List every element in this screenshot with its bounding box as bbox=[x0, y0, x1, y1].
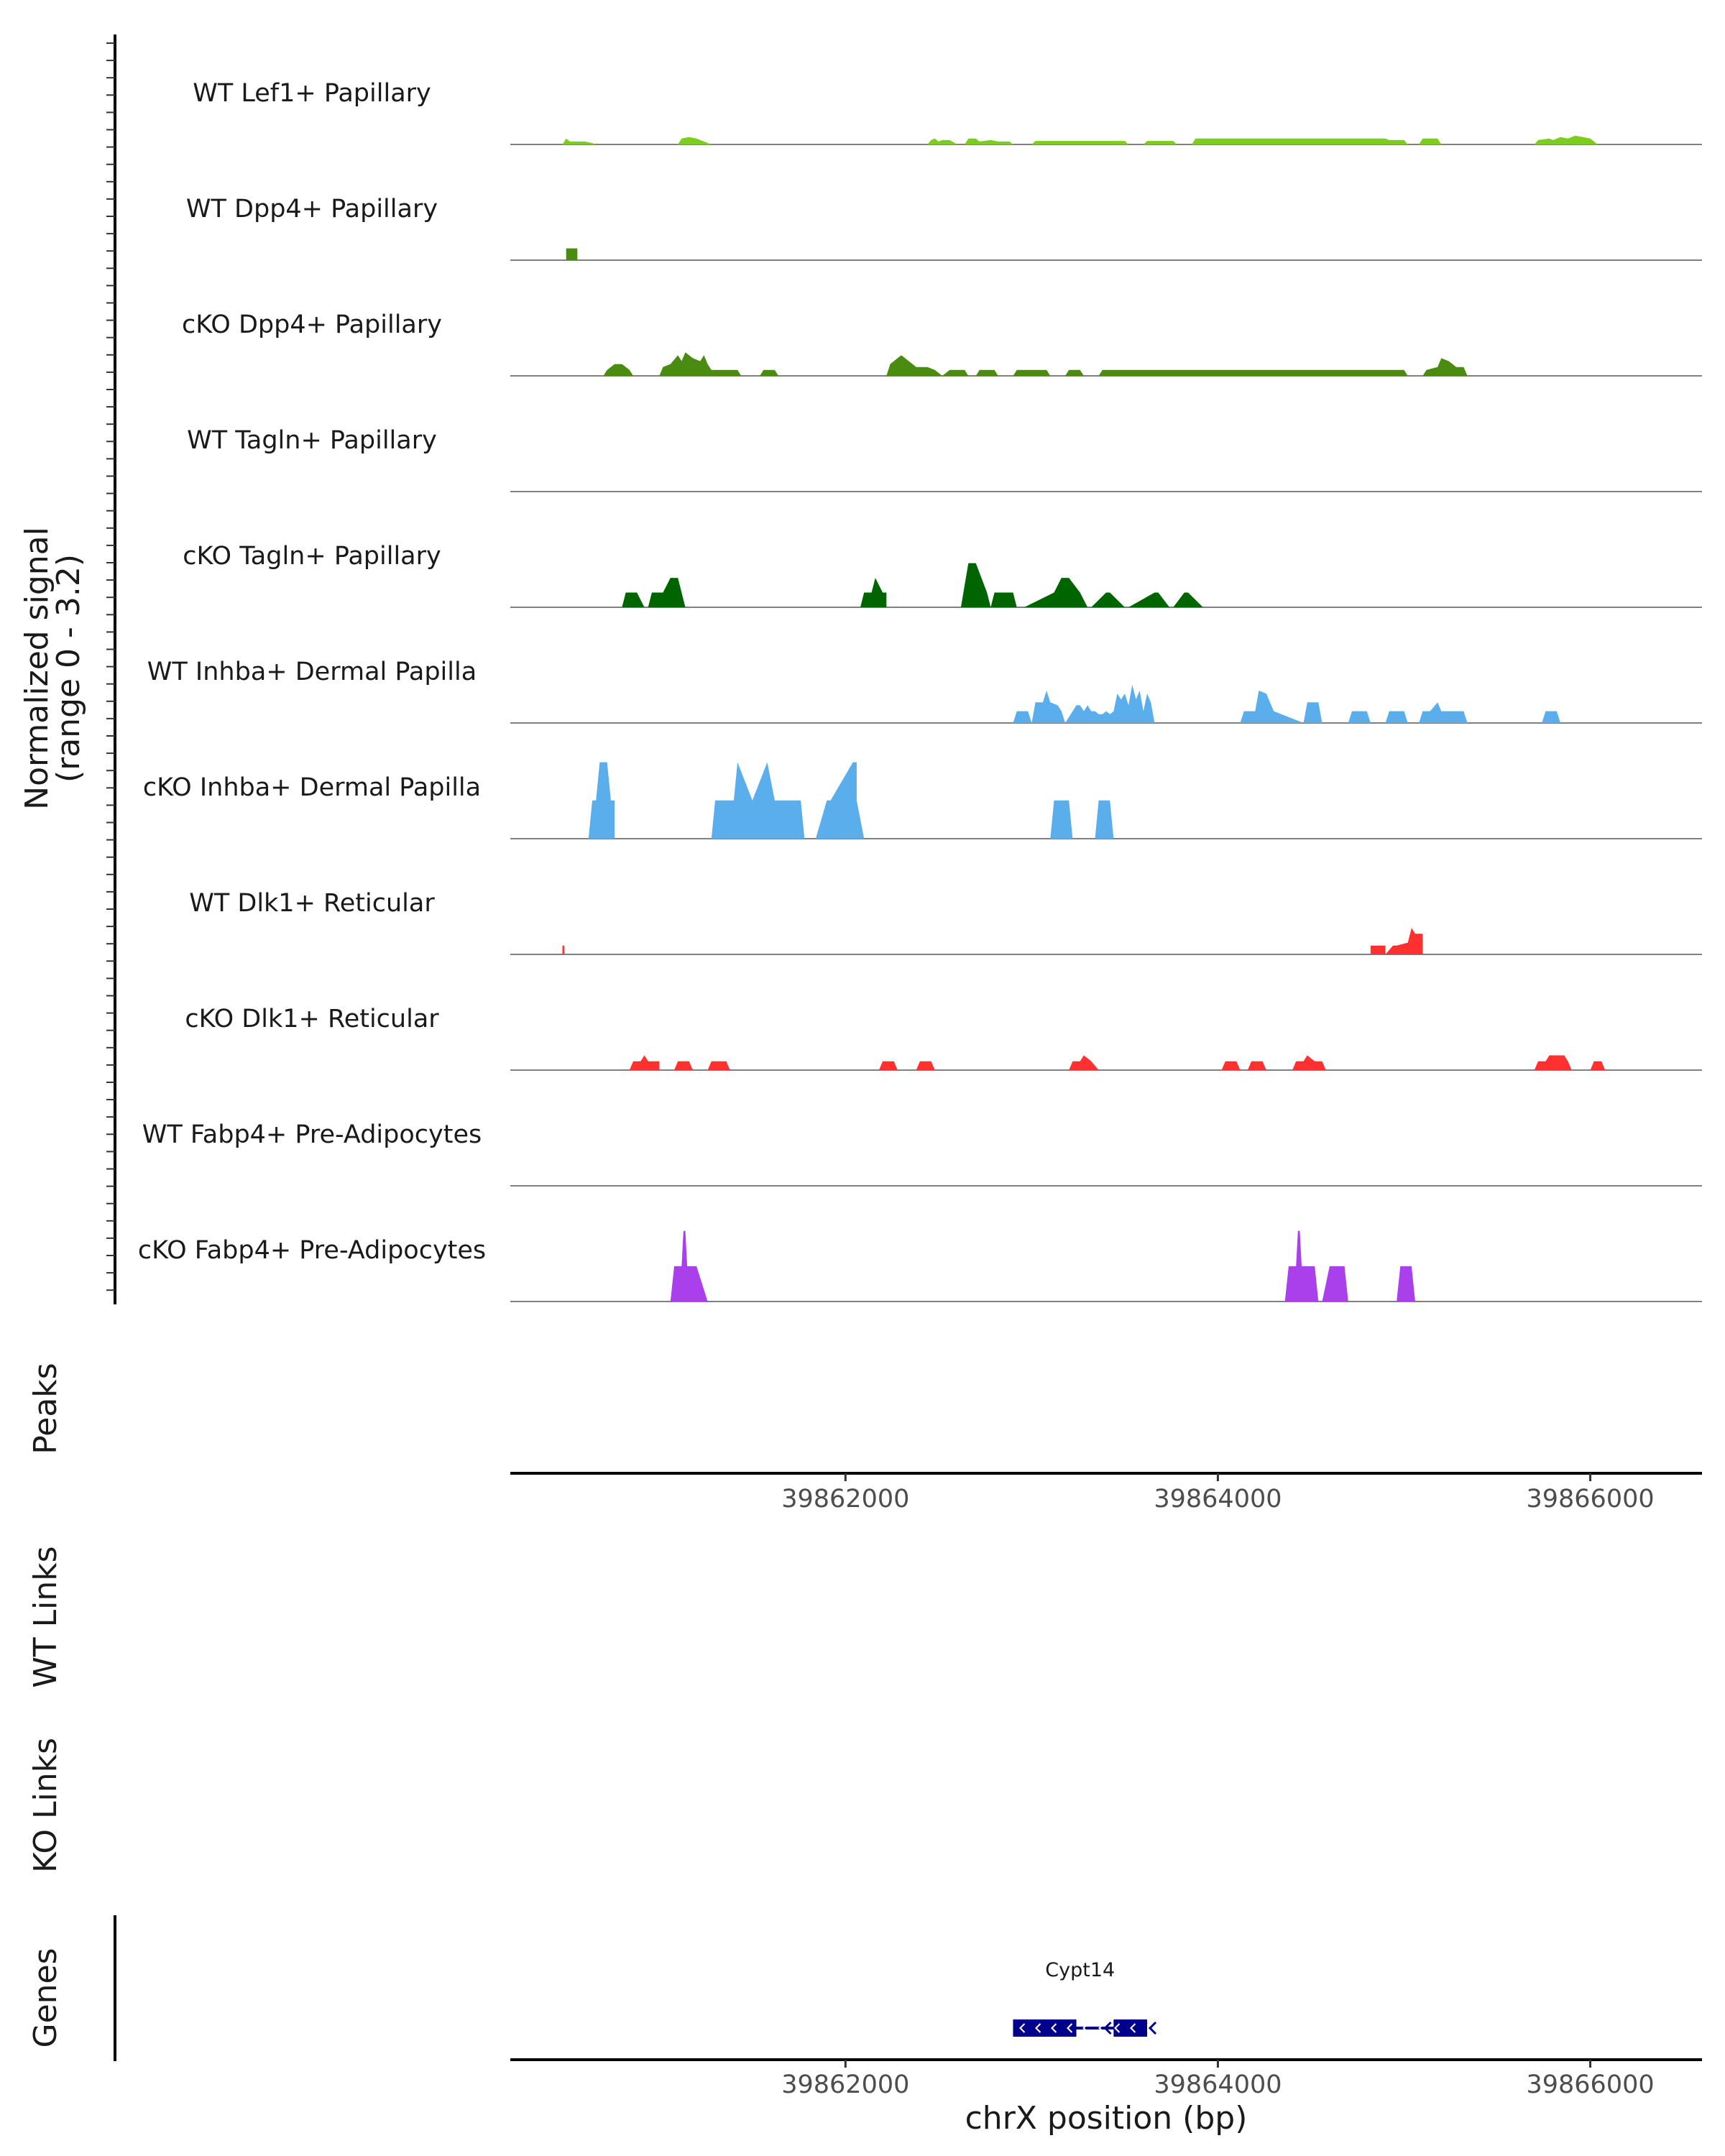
bottom-x-axis-ticks: 39862000 39864000 39866000 bbox=[781, 2060, 1655, 2099]
coverage-tracks: WT Lef1+ Papillary WT Dpp4+ Papillary cKO … bbox=[138, 79, 1702, 1302]
coverage-area bbox=[622, 563, 1207, 607]
strand-arrow bbox=[1051, 2023, 1057, 2033]
signal-y-axis-ticks bbox=[106, 42, 115, 1291]
coverage-area bbox=[588, 762, 1114, 839]
x-tick-label: 39862000 bbox=[781, 2070, 909, 2099]
coverage-area bbox=[603, 352, 1468, 376]
track-label: WT Lef1+ Papillary bbox=[193, 79, 431, 108]
coverage-area bbox=[562, 135, 1598, 144]
track-cko-fabp4-pre-adipocytes: cKO Fabp4+ Pre-Adipocytes bbox=[138, 1230, 1702, 1302]
track-cko-dlk1-reticular: cKO Dlk1+ Reticular bbox=[185, 1005, 1702, 1071]
track-wt-fabp4-pre-adipocytes: WT Fabp4+ Pre-Adipocytes bbox=[142, 1120, 1702, 1187]
genes-panel-label: Genes bbox=[27, 1948, 64, 2047]
gene-track: Cypt14 bbox=[1013, 1959, 1157, 2037]
peaks-panel-label: Peaks bbox=[27, 1363, 64, 1454]
track-label: WT Dlk1+ Reticular bbox=[189, 889, 435, 918]
track-label: WT Inhba+ Dermal Papilla bbox=[147, 658, 477, 686]
track-label: WT Dpp4+ Papillary bbox=[186, 195, 438, 224]
track-wt-inhba-dermal-papilla: WT Inhba+ Dermal Papilla bbox=[147, 658, 1702, 724]
y-axis-title-line2: (range 0 - 3.2) bbox=[50, 554, 87, 783]
y-axis-title: Normalized signal (range 0 - 3.2) bbox=[19, 527, 87, 810]
strand-arrow bbox=[1098, 2023, 1105, 2033]
track-wt-dpp4-papillary: WT Dpp4+ Papillary bbox=[186, 195, 1702, 261]
strand-arrow bbox=[1019, 2023, 1026, 2033]
gene-cypt14: Cypt14 bbox=[1013, 1959, 1157, 2037]
x-tick-label: 39864000 bbox=[1154, 2070, 1282, 2099]
track-cko-dpp4-papillary: cKO Dpp4+ Papillary bbox=[182, 310, 1702, 377]
x-tick-label: 39862000 bbox=[781, 1485, 909, 1514]
coverage-area bbox=[566, 248, 578, 260]
coverage-area bbox=[629, 1055, 1606, 1070]
intron-strand-arrow bbox=[1148, 2021, 1157, 2035]
track-cko-tagln-papillary: cKO Tagln+ Papillary bbox=[183, 542, 1702, 608]
intron-strand-arrow bbox=[1103, 2021, 1112, 2035]
coverage-area bbox=[1013, 684, 1561, 723]
intron-strand-arrow bbox=[1139, 2021, 1148, 2035]
ko-links-panel-label: KO Links bbox=[27, 1738, 64, 1873]
peaks-x-axis-ticks: 39862000 39864000 39866000 bbox=[781, 1473, 1655, 1514]
gene-name-label: Cypt14 bbox=[1045, 1959, 1115, 1981]
track-cko-inhba-dermal-papilla: cKO Inhba+ Dermal Papilla bbox=[143, 762, 1702, 839]
x-tick-label: 39866000 bbox=[1526, 2070, 1654, 2099]
wt-links-panel-label: WT Links bbox=[27, 1546, 64, 1687]
strand-arrow bbox=[1082, 2023, 1089, 2033]
track-label: cKO Fabp4+ Pre-Adipocytes bbox=[138, 1236, 486, 1265]
track-label: cKO Dpp4+ Papillary bbox=[182, 310, 442, 339]
track-label: cKO Inhba+ Dermal Papilla bbox=[143, 773, 481, 802]
x-tick-label: 39866000 bbox=[1526, 1485, 1654, 1514]
track-label: cKO Tagln+ Papillary bbox=[183, 542, 441, 571]
gene-exon bbox=[1013, 2019, 1077, 2037]
track-wt-dlk1-reticular: WT Dlk1+ Reticular bbox=[189, 889, 1702, 955]
y-axis-title-line1: Normalized signal bbox=[19, 527, 55, 810]
track-label: WT Tagln+ Papillary bbox=[187, 426, 437, 455]
coverage-area bbox=[562, 928, 1423, 954]
track-wt-lef1-papillary: WT Lef1+ Papillary bbox=[193, 79, 1702, 145]
strand-arrow bbox=[1114, 2023, 1121, 2033]
track-label: WT Fabp4+ Pre-Adipocytes bbox=[142, 1120, 482, 1149]
strand-arrow bbox=[1035, 2023, 1041, 2033]
strand-arrow bbox=[1067, 2023, 1073, 2033]
track-label: cKO Dlk1+ Reticular bbox=[185, 1005, 439, 1033]
track-wt-tagln-papillary: WT Tagln+ Papillary bbox=[187, 426, 1702, 492]
x-axis-title: chrX position (bp) bbox=[965, 2100, 1248, 2137]
coverage-area bbox=[670, 1230, 1415, 1302]
strand-arrow bbox=[1130, 2023, 1136, 2033]
x-tick-label: 39864000 bbox=[1154, 1485, 1282, 1514]
